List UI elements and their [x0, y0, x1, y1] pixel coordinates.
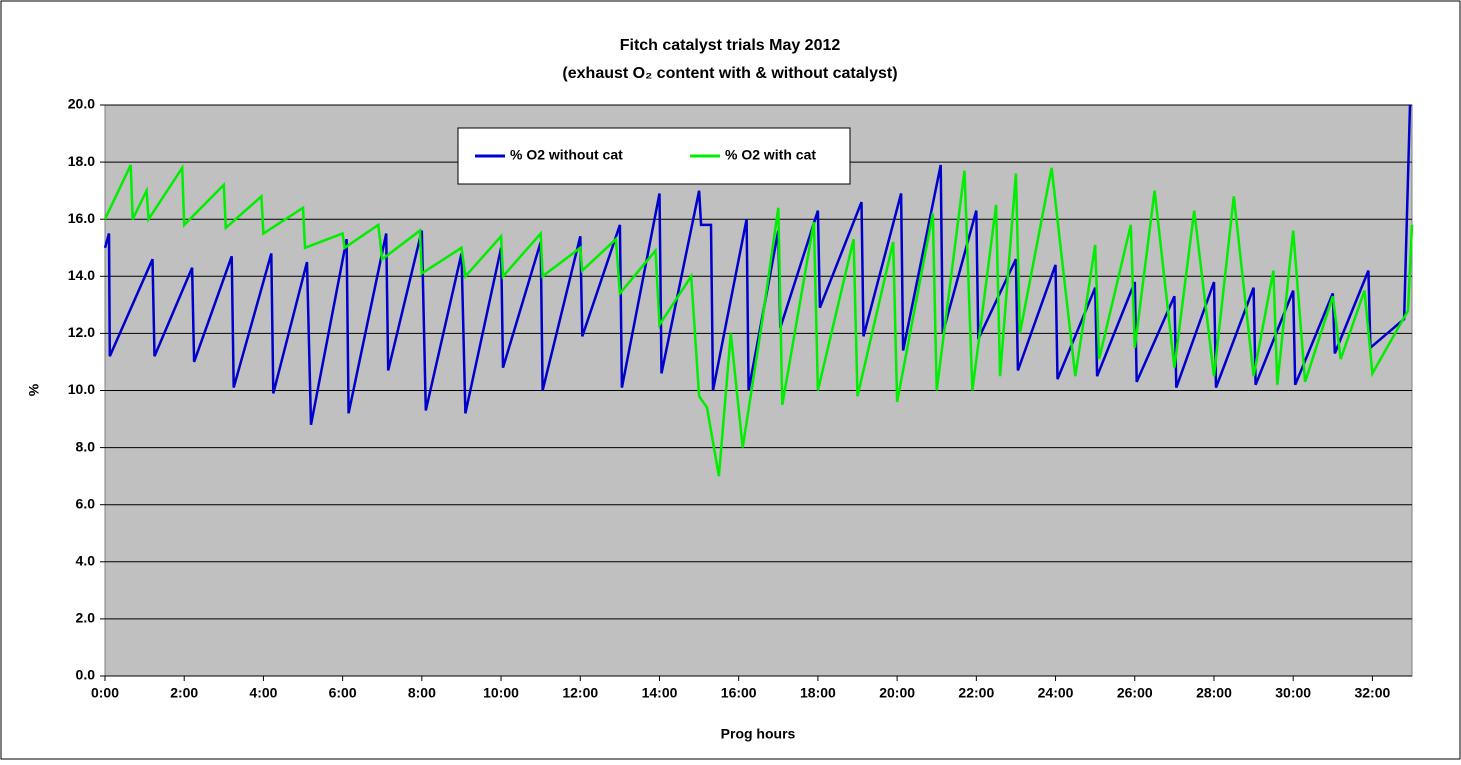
y-tick-label: 12.0 — [68, 324, 95, 340]
y-tick-label: 16.0 — [68, 210, 95, 226]
x-tick-label: 4:00 — [249, 685, 277, 701]
x-tick-label: 32:00 — [1354, 685, 1390, 701]
lines — [103, 104, 1414, 477]
y-tick-label: 4.0 — [76, 553, 96, 569]
x-tick-label: 8:00 — [408, 685, 436, 701]
y-tick-label: 14.0 — [68, 267, 95, 283]
x-tick-label: 24:00 — [1038, 685, 1074, 701]
x-tick-label: 6:00 — [329, 685, 357, 701]
y-tick-label: 10.0 — [68, 381, 95, 397]
legend-label: % O2 with cat — [725, 147, 816, 163]
x-tick-label: 0:00 — [91, 685, 119, 701]
x-tick-label: 12:00 — [562, 685, 598, 701]
y-tick-label: 18.0 — [68, 153, 95, 169]
y-tick-label: 0.0 — [76, 667, 96, 683]
x-tick-label: 18:00 — [800, 685, 836, 701]
x-tick-label: 30:00 — [1275, 685, 1311, 701]
x-tick-label: 14:00 — [642, 685, 678, 701]
x-tick-label: 22:00 — [958, 685, 994, 701]
y-tick-label: 20.0 — [68, 96, 95, 112]
y-tick-label: 8.0 — [76, 438, 96, 454]
x-tick-label: 10:00 — [483, 685, 519, 701]
series-line — [103, 104, 1412, 426]
x-axis-label: Prog hours — [721, 726, 796, 742]
x-tick-label: 16:00 — [721, 685, 757, 701]
legend: % O2 without cat % O2 with cat — [457, 127, 851, 185]
x-tick-label: 2:00 — [170, 685, 198, 701]
chart-subtitle: (exhaust O₂ content with & without catal… — [562, 65, 897, 82]
series-line — [103, 163, 1414, 477]
y-tick-label: 2.0 — [76, 610, 96, 626]
y-tick-label: 6.0 — [76, 495, 96, 511]
x-tick-label: 26:00 — [1117, 685, 1153, 701]
legend-label: % O2 without cat — [510, 147, 623, 163]
y-axis-label: % — [26, 383, 42, 396]
legend-box — [457, 127, 851, 185]
chart-title: Fitch catalyst trials May 2012 — [620, 37, 841, 54]
x-tick-label: 20:00 — [879, 685, 915, 701]
x-tick-label: 28:00 — [1196, 685, 1232, 701]
